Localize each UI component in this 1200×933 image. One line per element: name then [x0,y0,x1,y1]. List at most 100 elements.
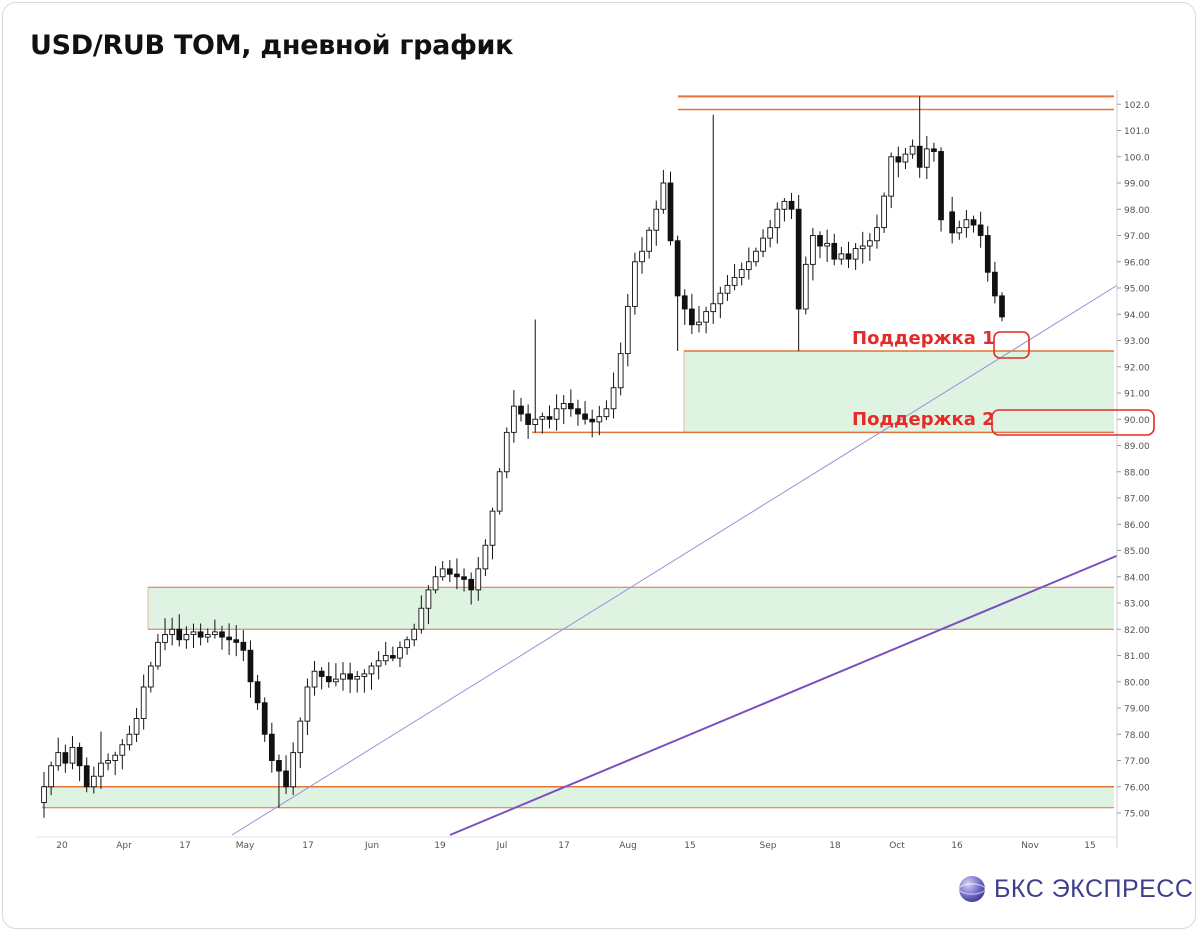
support-zone-2 [148,587,1114,630]
y-tick-label: 96.00 [1124,258,1150,268]
x-tick-label: 20 [56,841,68,851]
candle-body [999,295,1005,318]
support-label-2: Поддержка 2 [852,409,995,430]
x-tick-label: Apr [116,841,132,851]
x-tick-label: 17 [302,841,313,851]
candle-body [511,405,517,433]
candle-body [632,261,638,307]
candle-body [361,673,368,677]
candle-body [418,607,425,630]
y-tick-label: 97.00 [1124,232,1150,242]
candle-body [162,634,168,643]
candle-body [482,544,489,570]
candle-body [411,628,418,641]
candle-body [461,576,467,580]
candle-body [290,752,297,788]
candle-body [390,655,396,659]
candle-body [902,153,909,163]
y-tick-label: 75.00 [1124,810,1150,820]
candle-body [774,208,781,229]
candle-body [83,765,90,788]
y-tick-label: 82.00 [1124,626,1150,636]
y-tick-label: 86.00 [1124,521,1150,531]
candle-body [325,676,332,683]
candle-body [760,237,766,252]
horizontal-levels [42,95,1114,809]
x-tick-label: 15 [1084,841,1095,851]
candle-body [347,673,353,680]
candle-body [354,676,361,680]
x-tick-label: Jul [496,841,508,851]
y-tick-label: 76.00 [1124,783,1150,793]
candle-body [69,746,76,764]
y-axis: 75.00 76.00 77.00 78.00 79.00 80.00 81.00 82.00… [1116,90,1150,848]
candle-body [503,431,510,473]
candle-body [404,639,410,649]
candle-body [247,649,254,683]
candle-body [567,403,574,410]
candle-body [867,240,873,247]
support-1-highlight [993,331,1030,359]
candle-body [297,720,304,754]
x-tick-label: May [236,841,255,851]
candle-body [333,678,339,683]
candle-body [518,405,524,415]
candle-body [731,277,738,286]
y-tick-label: 85.00 [1124,547,1150,557]
y-tick-label: 93.00 [1124,337,1150,347]
candle-body [105,760,111,764]
candle-body [949,211,956,234]
support-2-highlight [991,409,1155,436]
candle-body [468,578,475,591]
candle-body [575,408,581,415]
candle-body [375,660,382,667]
candle-body [767,227,774,239]
candle-body [112,754,119,761]
candle-body [226,636,232,641]
candle-body [859,245,866,250]
candle-body [190,631,197,635]
support-zone-3 [42,786,1114,808]
candle-body [788,200,795,210]
candle-body [703,311,709,323]
candle-body [589,418,596,423]
candle-body [240,641,247,651]
candle-body [745,261,752,271]
x-tick-label: 17 [558,841,569,851]
candle-body [624,305,631,355]
candle-body [753,250,759,263]
candle-body [977,224,984,236]
candle-body [276,760,282,772]
y-tick-label: 98.00 [1124,206,1150,216]
candle-body [169,628,175,635]
y-tick-label: 99.00 [1124,180,1150,190]
support-zones [42,351,1114,808]
candle-body [261,702,268,735]
candle-body [795,208,802,310]
candle-body [931,148,937,152]
x-tick-label: 15 [684,841,695,851]
trendline-thin [231,284,1118,836]
y-tick-label: 101.0 [1124,127,1150,137]
candle-body [838,253,845,260]
x-tick-label: Nov [1021,841,1039,851]
y-tick-label: 92.00 [1124,363,1150,373]
y-tick-label: 79.00 [1124,705,1150,715]
candle-body [318,670,325,677]
candle-body [140,686,147,719]
candle-body [646,229,652,252]
candle-body [432,576,439,591]
x-axis: 20 Apr 17 May 17 Jun 19 Jul 17 Aug 15 Sep 18 Oct 16 Nov… [36,836,1117,851]
candle-body [852,248,859,260]
support-zone-1 [684,351,1114,433]
candle-body [155,641,161,667]
candle-body [802,263,809,310]
candle-body [603,408,610,418]
candle-body [553,408,560,420]
y-tick-label: 77.00 [1124,757,1150,767]
candle-body [90,775,97,788]
x-tick-label: 18 [829,841,841,851]
candle-body [681,295,688,310]
candle-body [984,235,991,273]
